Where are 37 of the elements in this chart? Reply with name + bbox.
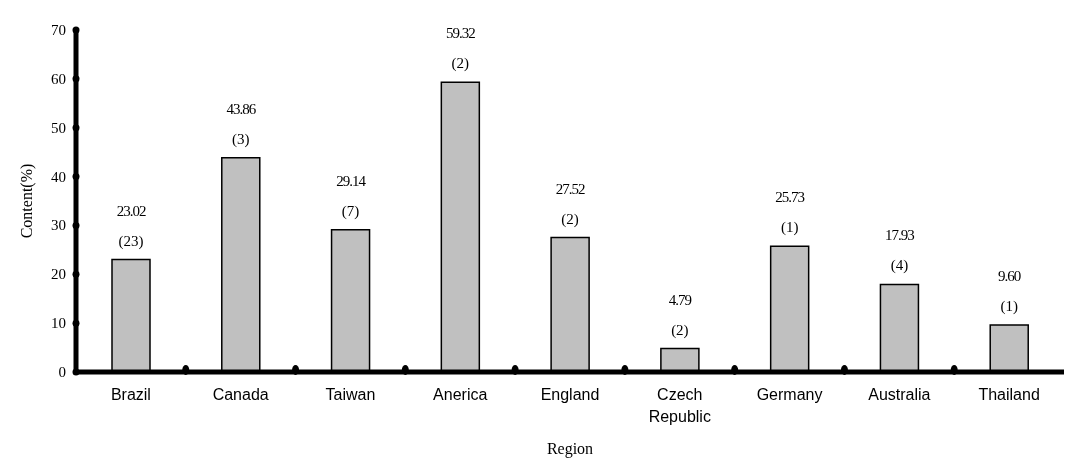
data-label: 29.14 — [336, 172, 367, 189]
y-tick-label: 10 — [51, 315, 66, 332]
data-label: 59.32 — [445, 25, 476, 42]
x-tick-label: Brazil — [110, 386, 151, 403]
annotation: (23) — [118, 232, 144, 250]
x-tick-label: Anerica — [433, 386, 488, 403]
annotation: (1) — [780, 219, 799, 237]
y-tick-label: 20 — [51, 266, 66, 283]
annotation: (2) — [451, 55, 470, 73]
annotation: (3) — [232, 130, 250, 148]
y-axis-title: Content(%) — [17, 163, 36, 239]
x-tick-label: England — [540, 386, 600, 403]
data-label: 4.79 — [668, 291, 692, 308]
x-tick-label: Germany — [756, 386, 823, 403]
data-label: 17.93 — [885, 227, 915, 244]
annotation: (7) — [341, 202, 360, 220]
x-axis-title: Region — [546, 440, 594, 458]
y-tick-label: 40 — [51, 168, 66, 185]
data-label: 23.02 — [116, 202, 146, 219]
annotation: (2) — [671, 321, 689, 339]
x-tick-label: Czech Republic — [648, 386, 711, 425]
x-tick-label: Canada — [212, 386, 269, 403]
data-label: 25.73 — [775, 189, 805, 206]
data-label: 27.52 — [555, 180, 585, 197]
annotation: (4) — [890, 257, 909, 275]
y-tick-label: 50 — [51, 119, 66, 136]
annotation: (2) — [561, 210, 579, 228]
y-tick-label: 60 — [51, 70, 66, 87]
y-tick-label: 30 — [51, 217, 66, 234]
x-tick-label: Taiwan — [325, 386, 376, 403]
annotation: (1) — [1000, 298, 1018, 316]
data-label: 9.60 — [998, 268, 1021, 285]
y-tick-label: 0 — [58, 364, 66, 380]
x-tick-label: Thailand — [978, 386, 1040, 403]
data-label: 43.86 — [226, 100, 257, 117]
y-tick-label: 70 — [51, 22, 66, 38]
x-tick-label: Australia — [868, 386, 931, 403]
